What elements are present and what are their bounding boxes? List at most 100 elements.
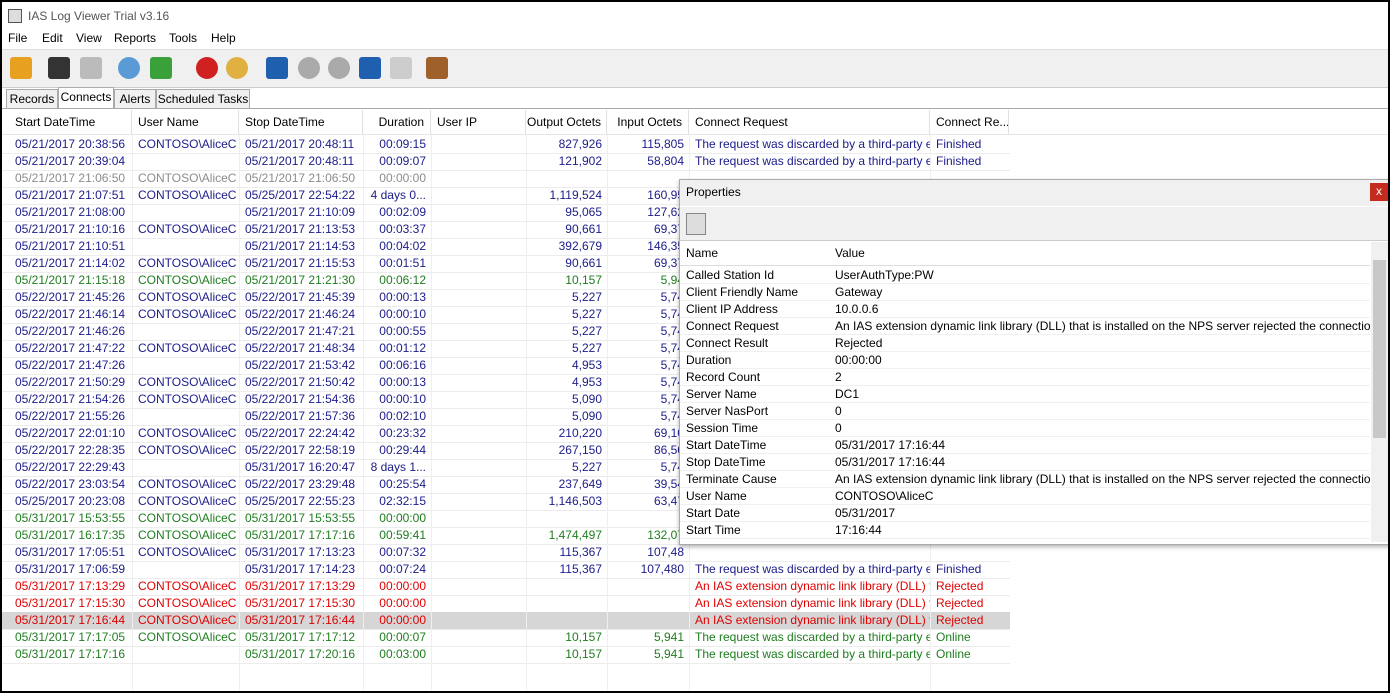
toolbar [2,49,1388,88]
table-cell: 05/22/2017 21:46:26 [15,324,126,338]
tab[interactable]: Alerts [114,89,156,108]
print-button[interactable] [80,57,102,79]
menu-item[interactable]: Edit [42,31,63,45]
table-row[interactable]: 05/22/2017 23:03:54 CONTOSO\AliceC 05/22/2… [2,476,1010,494]
table-cell: 00:03:37 [379,222,426,236]
filter-button[interactable] [150,57,172,79]
table-row[interactable]: 05/21/2017 21:10:51 05/21/2017 21:14:53 00… [2,238,1010,256]
table-row[interactable]: 05/22/2017 22:01:10 CONTOSO\AliceC 05/22/2… [2,425,1010,443]
table-row[interactable]: 05/21/2017 21:14:02 CONTOSO\AliceC 05/21/2… [2,255,1010,273]
table-cell: 05/25/2017 22:54:22 [245,188,356,202]
scroll-thumb[interactable] [1373,260,1386,438]
table-row[interactable]: 05/22/2017 21:47:22 CONTOSO\AliceC 05/22/2… [2,340,1010,358]
column-header[interactable]: Input Octets [608,110,689,134]
first-button[interactable] [266,57,288,79]
property-value: 0 [835,404,842,418]
table-row[interactable]: 05/22/2017 22:29:43 05/31/2017 16:20:47 8 … [2,459,1010,477]
table-row[interactable]: 05/22/2017 22:28:35 CONTOSO\AliceC 05/22/2… [2,442,1010,460]
property-name: Start Date [686,506,741,520]
column-header[interactable]: Output Octets [527,110,607,134]
next-button[interactable] [328,57,350,79]
table-cell: 00:09:15 [379,137,426,151]
table-cell: CONTOSO\AliceC [138,222,237,236]
tab[interactable]: Connects [58,87,114,108]
table-row[interactable]: 05/31/2017 17:17:05 CONTOSO\AliceC 05/31/2… [2,629,1010,647]
table-row[interactable]: 05/22/2017 21:46:26 05/22/2017 21:47:21 00… [2,323,1010,341]
column-header[interactable]: Start DateTime [10,110,132,134]
table-cell: 02:32:15 [379,494,426,508]
table-cell: 05/22/2017 21:57:36 [245,409,356,423]
table-row[interactable]: 05/22/2017 21:45:26 CONTOSO\AliceC 05/22/2… [2,289,1010,307]
table-cell: 05/31/2017 17:13:29 [15,579,126,593]
table-row[interactable]: 05/21/2017 21:08:00 05/21/2017 21:10:09 00… [2,204,1010,222]
redo-button[interactable] [390,57,412,79]
table-cell: An IAS extension dynamic link library (D… [695,613,931,627]
column-header[interactable]: Stop DateTime [240,110,363,134]
property-name: Connect Result [686,336,769,350]
scrollbar[interactable] [1371,242,1388,542]
menu-item[interactable]: Tools [169,31,198,45]
column-header[interactable]: User Name [133,110,239,134]
table-cell: 115,367 [559,562,603,576]
table-cell: An IAS extension dynamic link library (D… [695,579,931,593]
schedule-button[interactable] [226,57,248,79]
table-row[interactable]: 05/31/2017 17:17:16 05/31/2017 17:20:16 00… [2,646,1010,664]
property-value: 2 [835,370,842,384]
table-row[interactable]: 05/21/2017 21:15:18 CONTOSO\AliceC 05/21/2… [2,272,1010,290]
column-header[interactable]: User IP [432,110,526,134]
table-row[interactable]: 05/31/2017 17:16:44 CONTOSO\AliceC 05/31/2… [2,612,1010,630]
tab[interactable]: Scheduled Tasks [156,89,250,108]
prev-button[interactable] [298,57,320,79]
table-cell: 39,54 [653,477,684,491]
table-row[interactable]: 05/22/2017 21:54:26 CONTOSO\AliceC 05/22/2… [2,391,1010,409]
table-row[interactable]: 05/31/2017 17:06:59 05/31/2017 17:14:23 00… [2,561,1010,579]
table-row[interactable]: 05/21/2017 20:38:56 CONTOSO\AliceC 05/21/2… [2,136,1010,154]
alert-button[interactable] [196,57,218,79]
table-row[interactable]: 05/22/2017 21:46:14 CONTOSO\AliceC 05/22/2… [2,306,1010,324]
menu-item[interactable]: File [8,31,28,45]
table-cell: 00:25:54 [379,477,426,491]
table-cell: CONTOSO\AliceC [138,613,237,627]
table-row[interactable]: 05/31/2017 15:53:55 CONTOSO\AliceC 05/31/2… [2,510,1010,528]
open-button[interactable] [10,57,32,79]
table-cell: CONTOSO\AliceC [138,256,237,270]
last-button[interactable] [359,57,381,79]
table-cell: 00:00:07 [379,630,426,644]
table-row[interactable]: 05/31/2017 17:13:29 CONTOSO\AliceC 05/31/2… [2,578,1010,596]
table-row[interactable]: 05/21/2017 21:06:50 CONTOSO\AliceC 05/21/2… [2,170,1010,188]
header-line [2,134,1388,135]
table-cell: 05/21/2017 21:15:18 [15,273,126,287]
table-row[interactable]: 05/31/2017 16:17:35 CONTOSO\AliceC 05/31/2… [2,527,1010,545]
table-row[interactable]: 05/25/2017 20:23:08 CONTOSO\AliceC 05/25/2… [2,493,1010,511]
table-cell: 5,74 [660,392,684,406]
table-row[interactable]: 05/22/2017 21:50:29 CONTOSO\AliceC 05/22/2… [2,374,1010,392]
column-header[interactable]: Connect Re... [931,110,1009,134]
table-row[interactable]: 05/21/2017 20:39:04 05/21/2017 20:48:11 00… [2,153,1010,171]
table-row[interactable]: 05/21/2017 21:10:16 CONTOSO\AliceC 05/21/2… [2,221,1010,239]
column-header[interactable]: Connect Request [690,110,930,134]
copy-button[interactable] [686,213,706,235]
table-row[interactable]: 05/21/2017 21:07:51 CONTOSO\AliceC 05/25/2… [2,187,1010,205]
table-row[interactable]: 05/31/2017 17:15:30 CONTOSO\AliceC 05/31/2… [2,595,1010,613]
property-name: Connect Request [686,319,779,333]
row-line [680,538,1370,539]
table-row[interactable]: 05/31/2017 17:05:51 CONTOSO\AliceC 05/31/2… [2,544,1010,562]
table-row[interactable]: 05/22/2017 21:55:26 05/22/2017 21:57:36 00… [2,408,1010,426]
search-button[interactable] [118,57,140,79]
property-value: 05/31/2017 17:16:44 [835,455,946,469]
exit-button[interactable] [426,57,448,79]
tab[interactable]: Records [6,89,58,108]
menu-item[interactable]: View [76,31,102,45]
table-cell: 00:02:10 [379,409,426,423]
menu-item[interactable]: Help [211,31,236,45]
row-line [680,334,1370,335]
table-cell: 05/31/2017 16:17:35 [15,528,126,542]
table-cell: CONTOSO\AliceC [138,511,237,525]
column-header[interactable]: Duration [364,110,431,134]
close-button[interactable]: x [1370,183,1388,201]
table-cell: CONTOSO\AliceC [138,392,237,406]
table-cell: 05/21/2017 21:08:00 [15,205,126,219]
table-row[interactable]: 05/22/2017 21:47:26 05/22/2017 21:53:42 00… [2,357,1010,375]
menu-item[interactable]: Reports [114,31,157,45]
save-button[interactable] [48,57,70,79]
